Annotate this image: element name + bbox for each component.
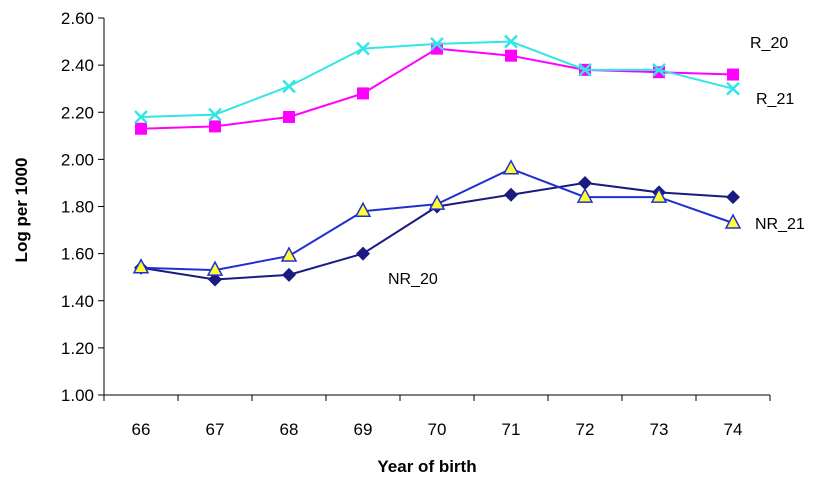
series-r-21 [134, 34, 740, 124]
data-point-diamond [578, 175, 592, 190]
data-point-triangle [724, 213, 742, 229]
data-point-triangle [206, 260, 224, 276]
y-tick-label: 1.80 [61, 198, 94, 217]
series-line [140, 167, 734, 272]
x-tick-label: 68 [280, 420, 299, 439]
y-tick-label: 1.40 [61, 292, 94, 311]
data-point-triangle [354, 201, 372, 217]
data-point-x [578, 62, 592, 77]
data-point-square [357, 87, 369, 100]
y-tick-label: 1.20 [61, 339, 94, 358]
data-point-triangle [650, 187, 668, 203]
data-point-x [726, 81, 740, 96]
data-point-triangle [132, 258, 150, 274]
x-tick-label: 73 [650, 420, 669, 439]
data-point-square [209, 120, 221, 133]
y-tick-label: 2.60 [61, 9, 94, 28]
data-point-triangle [428, 194, 446, 210]
data-point-x [282, 79, 296, 94]
series-line [140, 47, 734, 130]
data-point-diamond [504, 187, 518, 202]
y-ticks: 1.00 1.20 1.40 1.60 1.80 2.00 2.20 2.40 2.60 [61, 9, 104, 405]
x-tick-label: 67 [206, 420, 225, 439]
series-label: NR_20 [388, 271, 438, 288]
data-point-x [652, 62, 666, 77]
x-ticks: 66 67 68 69 70 71 72 73 74 [103, 395, 771, 439]
y-tick-label: 1.60 [61, 245, 94, 264]
x-tick-label: 70 [428, 420, 447, 439]
data-point-diamond [208, 272, 222, 287]
data-point-x [504, 34, 518, 49]
data-point-diamond [726, 190, 740, 205]
series-labels: R_20 R_21 NR_20 NR_21 [388, 35, 805, 288]
data-point-diamond [282, 267, 296, 282]
x-tick-label: 66 [132, 420, 151, 439]
data-point-x [356, 41, 370, 56]
x-axis-title: Year of birth [377, 457, 476, 476]
series-layer [132, 34, 742, 287]
data-point-x [208, 107, 222, 122]
series-label: NR_21 [755, 216, 805, 233]
x-tick-label: 74 [724, 420, 743, 439]
data-point-triangle [576, 187, 594, 203]
series-label: R_20 [750, 35, 788, 52]
x-tick-label: 72 [576, 420, 595, 439]
data-point-triangle [502, 159, 520, 175]
y-tick-label: 2.00 [61, 150, 94, 169]
data-point-square [653, 66, 665, 79]
y-tick-label: 2.20 [61, 103, 94, 122]
x-tick-label: 69 [354, 420, 373, 439]
series-r-20 [135, 42, 739, 135]
data-point-square [727, 68, 739, 81]
data-point-x [134, 110, 148, 124]
data-point-square [135, 122, 147, 135]
series-label: R_21 [756, 91, 794, 108]
y-tick-label: 2.40 [61, 56, 94, 75]
x-tick-label: 71 [502, 420, 521, 439]
series-nr-21 [132, 159, 742, 276]
data-point-square [505, 49, 517, 62]
series-nr-20 [134, 175, 740, 287]
y-tick-label: 1.00 [61, 386, 94, 405]
data-point-triangle [280, 246, 298, 262]
data-point-x [430, 37, 444, 51]
data-point-square [283, 110, 295, 123]
y-axis-title: Log per 1000 [12, 158, 31, 263]
data-point-diamond [356, 246, 370, 261]
